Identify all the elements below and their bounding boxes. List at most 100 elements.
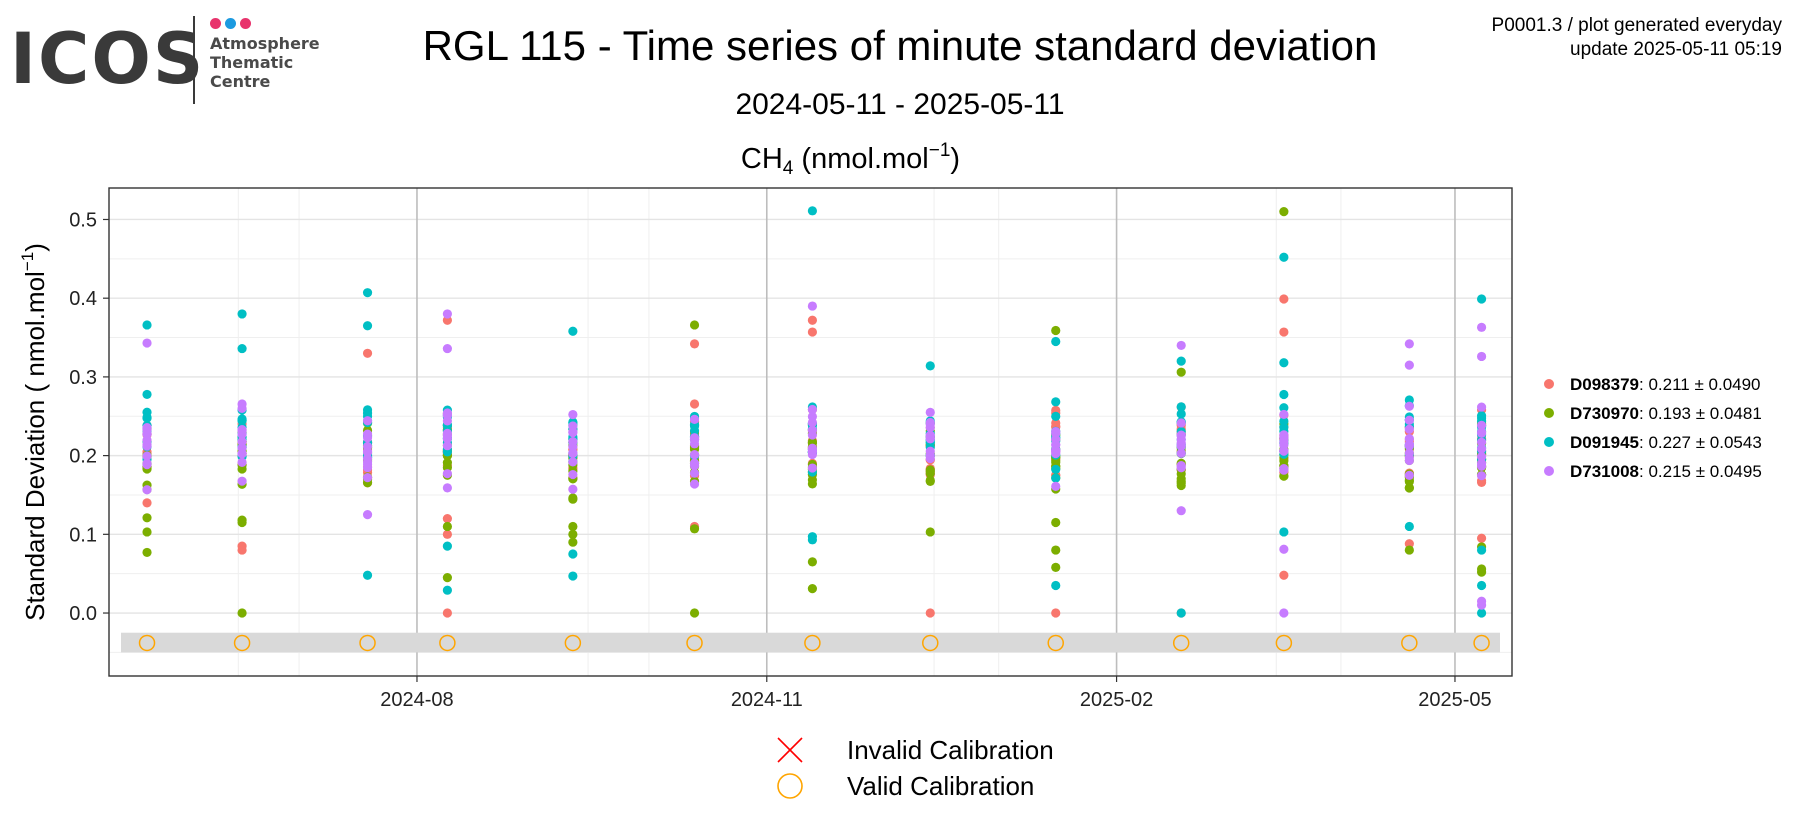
data-point-D731008 — [362, 473, 373, 483]
plot-border — [108, 187, 1513, 677]
data-point-D730970 — [568, 537, 578, 547]
data-point-D731008 — [142, 338, 152, 348]
valid-calibration-icon — [777, 773, 803, 799]
data-point-D731008 — [237, 429, 247, 439]
data-point-D731008 — [142, 485, 152, 495]
meta-line-2: update 2025-05-11 05:19 — [1570, 39, 1782, 60]
data-point-D730970 — [807, 557, 818, 567]
x-tick-label: 2025-05 — [1418, 689, 1491, 711]
legend-label-D091945: D091945: 0.227 ± 0.0543 — [1570, 433, 1762, 452]
data-point-D091945 — [237, 416, 247, 426]
data-point-D731008 — [237, 476, 247, 486]
data-point-D731008 — [1476, 451, 1487, 462]
data-point-D730970 — [689, 524, 700, 534]
data-point-D731008 — [237, 436, 247, 447]
data-point-D098379 — [442, 608, 452, 618]
data-point-D091945 — [1051, 411, 1061, 421]
logo-dot — [225, 18, 236, 29]
data-point-D091945 — [1404, 521, 1414, 532]
legend-label-D730970: D730970: 0.193 ± 0.0481 — [1570, 404, 1762, 423]
data-point-D731008 — [689, 458, 700, 468]
data-point-D091945 — [237, 343, 247, 354]
data-point-D091945 — [568, 326, 578, 336]
data-point-D730970 — [1279, 456, 1289, 466]
data-point-D731008 — [689, 414, 700, 424]
data-point-D731008 — [1279, 437, 1289, 447]
data-point-D091945 — [362, 288, 373, 298]
data-point-D731008 — [142, 423, 152, 433]
data-point-D730970 — [442, 521, 452, 532]
data-point-D091945 — [1051, 464, 1061, 474]
logo-dots — [210, 16, 255, 34]
data-point-D098379 — [807, 327, 818, 337]
valid-calibration-marker — [1275, 634, 1293, 652]
page-title: RGL 115 - Time series of minute standard… — [422, 22, 1378, 69]
data-point-D091945 — [1051, 473, 1061, 483]
data-point-D731008 — [1279, 409, 1289, 420]
data-point-D731008 — [568, 457, 578, 467]
logo-line-1: Atmosphere — [210, 34, 320, 53]
data-point-D091945 — [362, 321, 373, 331]
data-point-D731008 — [1404, 440, 1414, 450]
data-point-D731008 — [807, 447, 818, 457]
data-point-D091945 — [568, 549, 578, 559]
data-point-D731008 — [1176, 439, 1186, 449]
data-point-D731008 — [1476, 471, 1487, 481]
data-point-D091945 — [142, 320, 152, 330]
data-point-D731008 — [237, 443, 247, 453]
data-point-D731008 — [689, 433, 700, 443]
data-point-D730970 — [1404, 483, 1414, 493]
data-point-D730970 — [689, 608, 700, 618]
data-point-D091945 — [442, 541, 452, 551]
data-point-D731008 — [1279, 464, 1289, 474]
data-point-D731008 — [142, 429, 152, 439]
data-point-D730970 — [1176, 478, 1186, 488]
data-point-D731008 — [807, 404, 818, 415]
data-point-D731008 — [568, 409, 578, 420]
data-point-D730970 — [237, 517, 247, 528]
data-point-D731008 — [1051, 481, 1061, 491]
y-tick-label: 0.5 — [69, 209, 97, 231]
data-point-D091945 — [1279, 403, 1289, 413]
data-point-D091945 — [689, 421, 700, 431]
data-point-D731008 — [568, 484, 578, 494]
data-point-D731008 — [1476, 351, 1487, 362]
data-point-D730970 — [237, 464, 247, 474]
data-point-D731008 — [362, 462, 373, 473]
data-point-D730970 — [568, 494, 578, 504]
y-tick-label: 0.2 — [69, 446, 97, 468]
data-point-D731008 — [807, 463, 818, 473]
data-point-D730970 — [1051, 545, 1061, 555]
data-point-D730970 — [689, 320, 700, 330]
data-point-D731008 — [1176, 340, 1186, 351]
valid-calibration-marker — [804, 634, 821, 652]
data-point-D730970 — [442, 573, 452, 583]
data-point-D731008 — [362, 441, 373, 452]
data-point-D731008 — [1476, 428, 1487, 438]
data-point-D731008 — [362, 453, 373, 464]
data-point-D730970 — [925, 466, 935, 477]
data-point-D730970 — [1051, 562, 1061, 572]
data-point-D730970 — [1476, 567, 1487, 577]
data-point-D731008 — [1404, 470, 1414, 481]
data-point-D730970 — [807, 584, 818, 594]
legend-key-D731008 — [1544, 466, 1554, 476]
data-point-D731008 — [362, 429, 373, 439]
y-axis-label: Standard Deviation ( nmol.mol−1) — [18, 243, 50, 621]
data-point-D731008 — [1476, 461, 1487, 471]
data-point-D091945 — [1279, 527, 1289, 537]
data-point-D730970 — [142, 527, 152, 537]
data-point-D731008 — [807, 425, 818, 435]
data-point-D098379 — [237, 545, 247, 555]
icos-logo: ICOS Atmosphere Thematic Centre — [10, 12, 330, 107]
data-point-D731008 — [442, 483, 452, 493]
data-point-D731008 — [568, 469, 578, 480]
data-point-D098379 — [442, 315, 452, 325]
data-point-D091945 — [1176, 402, 1186, 412]
data-point-D731008 — [1476, 322, 1487, 332]
valid-calibration-marker — [922, 634, 939, 652]
data-point-D731008 — [689, 468, 700, 478]
logo-dot — [210, 18, 221, 29]
data-point-D091945 — [1176, 356, 1186, 366]
data-point-D730970 — [807, 475, 818, 485]
